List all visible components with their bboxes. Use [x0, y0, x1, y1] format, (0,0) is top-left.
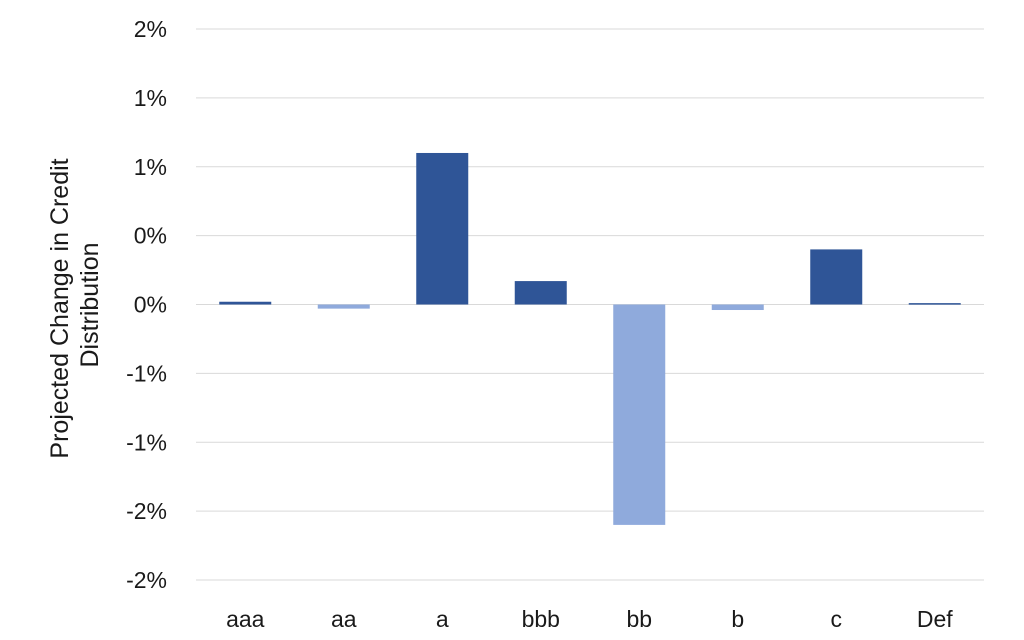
gridlines — [196, 28, 984, 581]
x-tick-label: aaa — [226, 606, 265, 632]
bar-bb — [613, 304, 666, 525]
y-tick-label: 1% — [134, 85, 167, 111]
x-tick-label: c — [831, 606, 843, 632]
bar-c — [810, 249, 863, 305]
bar-aaa — [219, 301, 272, 305]
y-tick-label: -2% — [126, 498, 167, 524]
x-tick-label: a — [436, 606, 449, 632]
bar-aa — [317, 304, 370, 309]
bar-def — [908, 303, 961, 305]
bars — [219, 152, 961, 525]
x-axis-tick-labels: aaa aa a bbb bb b c Def — [226, 606, 953, 632]
y-tick-label: 2% — [134, 16, 167, 42]
bar-b — [711, 304, 764, 311]
y-tick-label: 0% — [134, 223, 167, 249]
bar-a — [416, 152, 469, 305]
y-tick-label: 0% — [134, 292, 167, 318]
x-tick-label: aa — [331, 606, 357, 632]
y-tick-label: 1% — [134, 154, 167, 180]
x-tick-label: bbb — [522, 606, 560, 632]
y-axis-tick-labels: 2% 1% 1% 0% 0% -1% -1% -2% -2% — [126, 16, 167, 593]
y-tick-label: -2% — [126, 567, 167, 593]
x-tick-label: bb — [626, 606, 652, 632]
bar-bbb — [514, 281, 567, 305]
y-tick-label: -1% — [126, 429, 167, 455]
y-axis-title-line-2: Distribution — [76, 242, 104, 367]
y-axis-title: Projected Change in Credit Distribution — [46, 151, 104, 458]
y-tick-label: -1% — [126, 360, 167, 386]
x-tick-label: Def — [917, 606, 953, 632]
x-tick-label: b — [731, 606, 744, 632]
y-axis-title-line-1: Projected Change in Credit — [46, 158, 74, 458]
